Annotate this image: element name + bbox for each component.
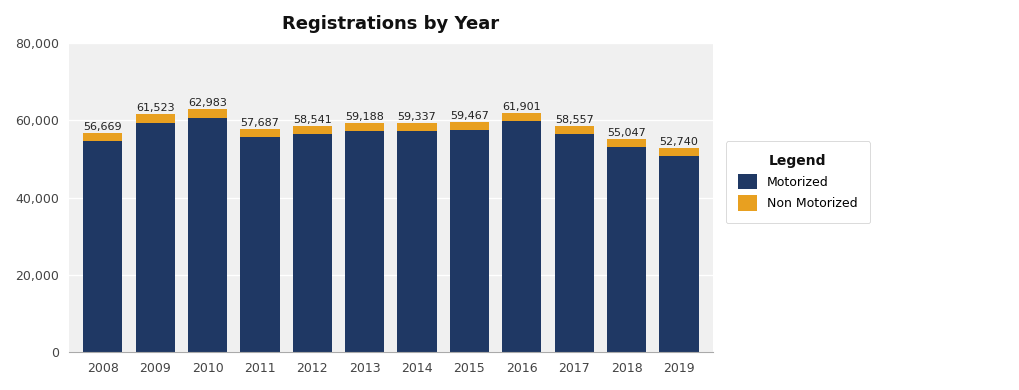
- Text: 59,188: 59,188: [345, 112, 384, 122]
- Bar: [84, 133, 122, 141]
- Bar: [187, 118, 227, 352]
- Bar: [554, 126, 594, 133]
- Bar: [240, 129, 279, 136]
- Text: 61,901: 61,901: [502, 102, 541, 112]
- Bar: [345, 123, 384, 131]
- Text: 62,983: 62,983: [189, 98, 227, 108]
- Text: 57,687: 57,687: [240, 118, 279, 128]
- Bar: [502, 113, 541, 121]
- Bar: [136, 114, 175, 123]
- Bar: [449, 130, 489, 352]
- Bar: [659, 148, 699, 156]
- Text: 58,557: 58,557: [554, 115, 594, 125]
- Bar: [187, 109, 227, 118]
- Bar: [607, 147, 646, 352]
- Bar: [449, 122, 489, 130]
- Text: 52,740: 52,740: [659, 137, 698, 147]
- Text: 55,047: 55,047: [607, 128, 646, 138]
- Text: 59,337: 59,337: [397, 112, 436, 122]
- Text: 59,467: 59,467: [450, 111, 489, 121]
- Text: 56,669: 56,669: [84, 122, 122, 132]
- Bar: [240, 136, 279, 352]
- Bar: [345, 131, 384, 352]
- Bar: [84, 141, 122, 352]
- Title: Registrations by Year: Registrations by Year: [282, 15, 499, 33]
- Bar: [136, 123, 175, 352]
- Bar: [607, 139, 646, 147]
- Legend: Motorized, Non Motorized: Motorized, Non Motorized: [726, 141, 870, 223]
- Text: 58,541: 58,541: [292, 115, 331, 125]
- Bar: [292, 126, 332, 134]
- Text: 61,523: 61,523: [136, 103, 174, 113]
- Bar: [659, 156, 699, 352]
- Bar: [397, 131, 437, 352]
- Bar: [554, 133, 594, 352]
- Bar: [397, 123, 437, 131]
- Bar: [502, 121, 541, 352]
- Bar: [292, 134, 332, 352]
